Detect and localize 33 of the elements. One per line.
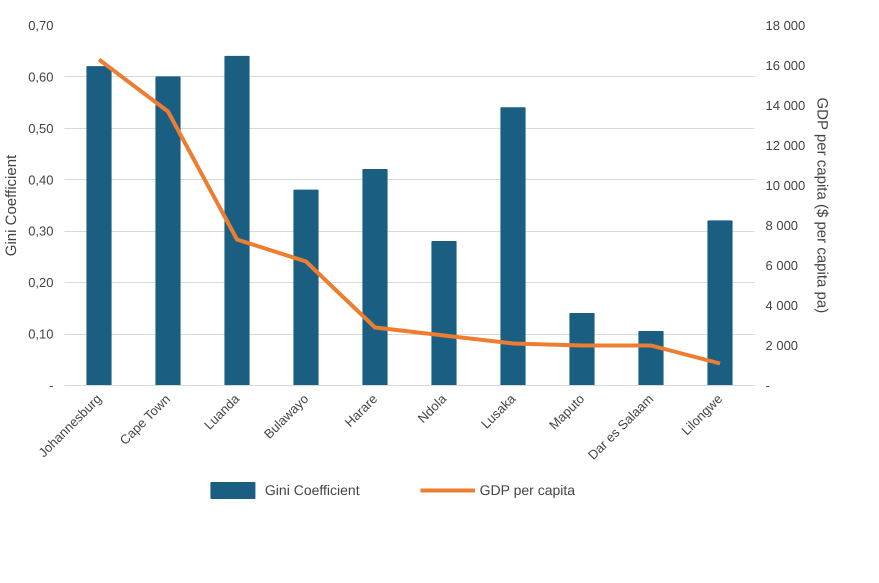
y2-tick-label: 12 000 xyxy=(766,138,806,153)
y-tick-label: - xyxy=(49,378,54,393)
y-tick-label: 0,70 xyxy=(28,18,54,33)
bar xyxy=(707,220,733,386)
y2-tick-label: 10 000 xyxy=(766,178,806,193)
y2-tick-label: 6 000 xyxy=(766,258,798,273)
bar xyxy=(362,169,388,386)
y2-tick-label: 4 000 xyxy=(766,298,798,313)
bar xyxy=(569,313,595,386)
y2-tick-label: 14 000 xyxy=(766,98,806,113)
y2-tick-label: 8 000 xyxy=(766,218,798,233)
legend-label: GDP per capita xyxy=(480,482,576,498)
y2-tick-label: 18 000 xyxy=(766,18,806,33)
y2-axis-title: GDP per capita ($ per capita pa) xyxy=(813,98,830,314)
bar xyxy=(293,190,319,386)
bar xyxy=(500,107,526,386)
y-tick-label: 0,10 xyxy=(28,326,54,342)
y2-tick-label: 16 000 xyxy=(766,58,806,73)
y2-tick-label: - xyxy=(766,378,770,393)
y2-tick-label: 2 000 xyxy=(766,338,798,353)
bar xyxy=(638,331,664,386)
bar xyxy=(431,241,457,386)
y-tick-label: 0,60 xyxy=(28,69,54,84)
y-tick-label: 0,30 xyxy=(28,224,54,239)
line-series xyxy=(97,58,722,366)
legend-label: Gini Coefficient xyxy=(264,482,360,498)
y-tick-label: 0,50 xyxy=(28,120,54,136)
y-tick-label: 0,20 xyxy=(28,275,54,290)
y-tick-label: 0,40 xyxy=(28,172,54,188)
bar xyxy=(155,76,181,386)
y-axis-title: Gini Coefficient xyxy=(3,154,20,256)
bar xyxy=(224,56,250,386)
bar xyxy=(86,66,112,386)
